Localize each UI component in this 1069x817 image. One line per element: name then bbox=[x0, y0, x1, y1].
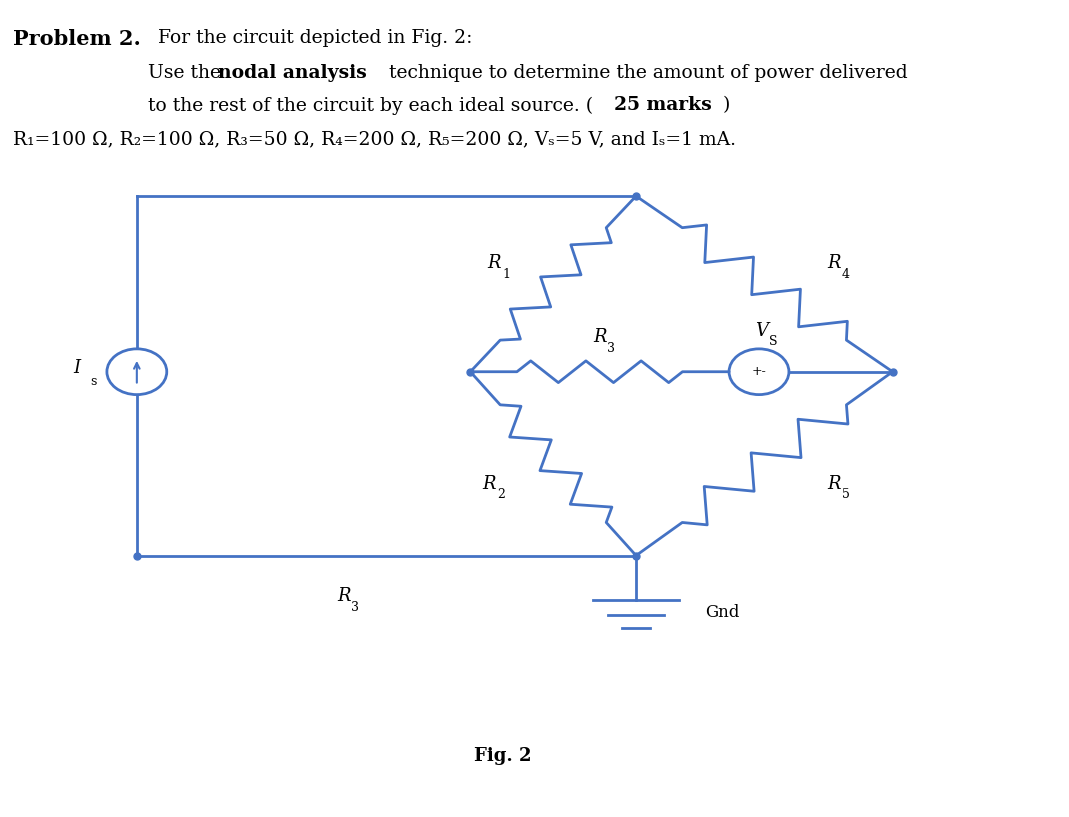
Text: 5: 5 bbox=[841, 489, 850, 501]
Text: 1: 1 bbox=[502, 268, 510, 280]
Text: R: R bbox=[593, 328, 606, 346]
Text: Gnd: Gnd bbox=[706, 605, 740, 621]
Text: to the rest of the circuit by each ideal source. (: to the rest of the circuit by each ideal… bbox=[148, 96, 592, 114]
Text: Problem 2.: Problem 2. bbox=[13, 29, 141, 48]
Text: R: R bbox=[487, 254, 501, 273]
Text: 3: 3 bbox=[352, 600, 359, 614]
Text: R: R bbox=[337, 587, 351, 605]
Text: R: R bbox=[827, 254, 840, 273]
Text: Fig. 2: Fig. 2 bbox=[474, 747, 531, 765]
Text: R: R bbox=[482, 475, 496, 493]
Text: R₁=100 Ω, R₂=100 Ω, R₃=50 Ω, R₄=200 Ω, R₅=200 Ω, Vₛ=5 V, and Iₛ=1 mA.: R₁=100 Ω, R₂=100 Ω, R₃=50 Ω, R₄=200 Ω, R… bbox=[13, 131, 735, 149]
Text: S: S bbox=[769, 335, 777, 348]
Text: 2: 2 bbox=[497, 489, 505, 501]
Text: s: s bbox=[90, 375, 96, 388]
Text: I: I bbox=[73, 359, 80, 377]
Text: nodal analysis: nodal analysis bbox=[218, 64, 367, 82]
Text: For the circuit depicted in Fig. 2:: For the circuit depicted in Fig. 2: bbox=[158, 29, 472, 47]
Text: +-: +- bbox=[752, 365, 766, 378]
Text: Use the: Use the bbox=[148, 64, 227, 82]
Text: 4: 4 bbox=[841, 268, 850, 280]
Text: 3: 3 bbox=[607, 342, 616, 355]
Text: R: R bbox=[827, 475, 840, 493]
Text: 25 marks: 25 marks bbox=[614, 96, 711, 114]
Text: technique to determine the amount of power delivered: technique to determine the amount of pow… bbox=[383, 64, 908, 82]
Text: ): ) bbox=[723, 96, 730, 114]
Text: V: V bbox=[755, 322, 768, 340]
